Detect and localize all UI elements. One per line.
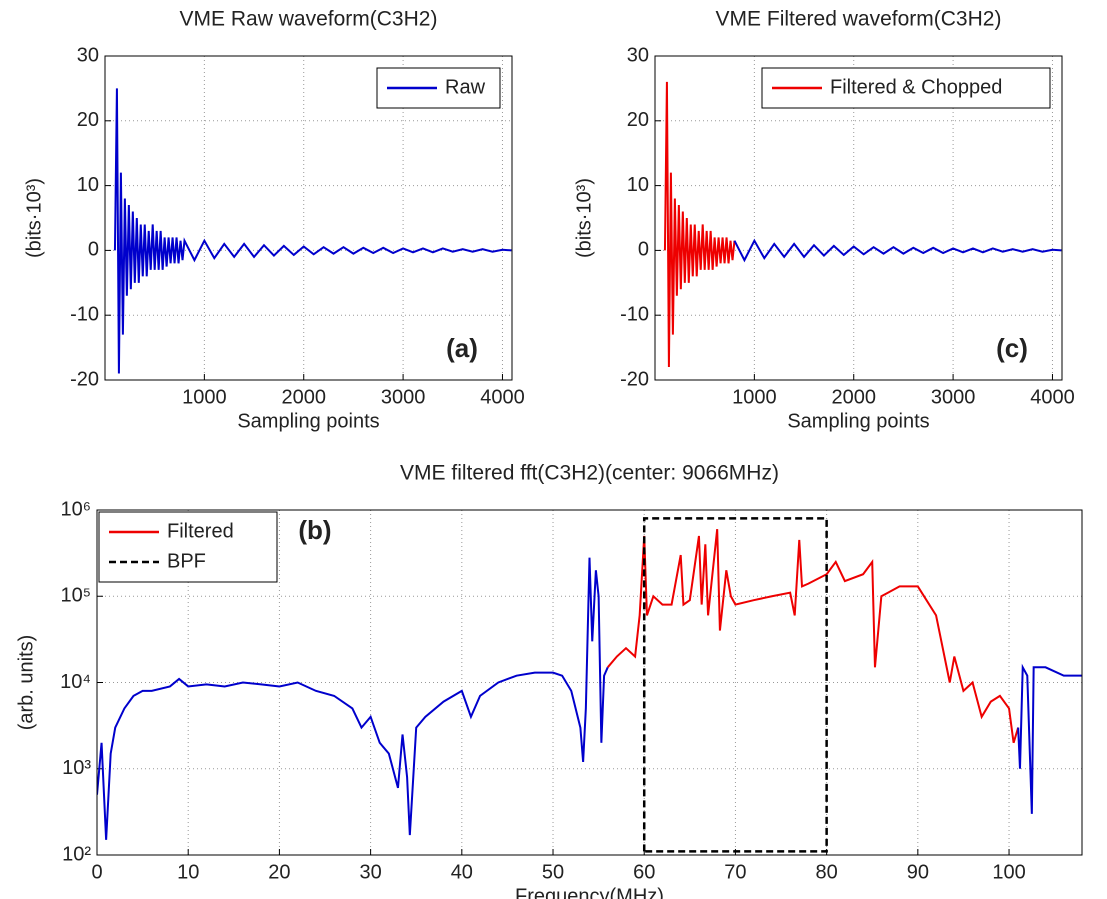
x-tick-label: 10 [177,861,199,883]
y-tick-label: -10 [70,303,99,325]
y-tick-label: 20 [627,109,649,131]
y-tick-label: -20 [70,368,99,390]
y-tick-label: 20 [77,109,99,131]
chart-title: VME filtered fft(C3H2)(center: 9066MHz) [400,462,779,485]
legend: Raw [376,67,501,109]
x-tick-label: 0 [91,861,102,883]
y-axis-label: (arb. units) [15,635,37,731]
y-tick-label: 10⁵ [60,585,91,607]
plot-frame [96,509,1083,856]
legend: Filtered BPF [98,511,278,583]
x-tick-label: 20 [268,861,290,883]
series-line [606,529,1020,744]
y-tick-label: -20 [620,368,649,390]
y-tick-label: 10 [77,174,99,196]
y-axis-label: (bits·10³) [23,178,45,258]
x-tick-label: 50 [542,861,564,883]
y-tick-label: 0 [88,239,99,261]
annotation: (a) [446,333,478,363]
y-tick-label: 30 [627,44,649,66]
x-axis-label: Frequency(MHz) [515,885,664,899]
y-tick-label: 30 [77,44,99,66]
x-tick-label: 3000 [931,386,976,408]
x-tick-label: 70 [724,861,746,883]
x-tick-label: 2000 [831,386,876,408]
chart-title: VME Raw waveform(C3H2) [180,8,438,31]
y-tick-label: -10 [620,303,649,325]
y-tick-label: 10³ [62,757,91,779]
y-tick-label: 10⁴ [60,671,91,693]
x-tick-label: 30 [359,861,381,883]
x-tick-label: 1000 [182,386,227,408]
series-line [642,517,828,853]
x-axis-label: Sampling points [787,410,929,432]
x-tick-label: 100 [992,861,1025,883]
series-line [113,88,512,374]
subplot: 1000 2000 3000 4000 -20 -10 0 10 20 30 VME Filtere… [573,8,1074,433]
plot-area [105,56,512,380]
y-tick-label: 10⁶ [61,498,91,520]
x-tick-label: 40 [451,861,473,883]
plot-frame [654,55,1063,381]
chart-title: VME Filtered waveform(C3H2) [716,8,1002,31]
legend-label: Filtered & Chopped [830,76,1002,98]
series-line [97,557,609,840]
plot-frame [104,55,513,381]
legend-box [98,511,278,583]
subplot: 1000 2000 3000 4000 -20 -10 0 10 20 30 VME Raw wav… [23,8,524,433]
y-tick-label: 10² [62,843,91,865]
x-tick-label: 80 [816,861,838,883]
subplot: 0 10 20 30 40 50 60 70 80 90 100 10² 10³ 10⁴ 10⁵ 10⁶ VME… [15,462,1083,899]
series-line [733,238,1062,263]
series-line [1017,663,1082,814]
x-tick-label: 60 [633,861,655,883]
x-tick-label: 3000 [381,386,426,408]
x-tick-label: 1000 [732,386,777,408]
y-tick-label: 10 [627,174,649,196]
legend: Filtered & Chopped [761,67,1051,109]
x-tick-label: 2000 [281,386,326,408]
annotation: (c) [996,333,1028,363]
series-line [663,81,736,368]
legend-label: BPF [167,550,206,572]
legend-label: Filtered [167,520,234,542]
x-tick-label: 90 [907,861,929,883]
x-axis-label: Sampling points [237,410,379,432]
x-tick-label: 4000 [1030,386,1075,408]
y-axis-label: (bits·10³) [573,178,595,258]
plot-area [655,56,1062,380]
y-tick-label: 0 [638,239,649,261]
legend-label: Raw [445,76,486,98]
annotation: (b) [298,515,331,545]
x-tick-label: 4000 [480,386,525,408]
